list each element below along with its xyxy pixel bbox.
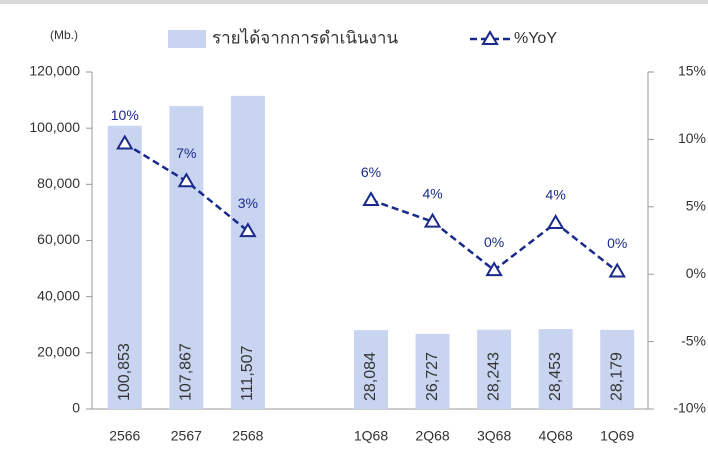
bar-value-label: 28,453 [547, 352, 564, 401]
yoy-marker [546, 213, 565, 229]
x-tick-label: 2568 [232, 428, 263, 444]
bar-value-label: 111,507 [239, 345, 256, 401]
y-tick-label: 60,000 [37, 231, 80, 247]
x-tick-label: 1Q69 [600, 428, 634, 444]
x-tick-label: 4Q68 [539, 428, 573, 444]
bar [107, 125, 142, 410]
bar-value-label: 107,867 [178, 343, 195, 401]
x-tick-label: 1Q68 [354, 428, 388, 444]
y-tick-label: 100,000 [29, 119, 80, 135]
y-tick-label: 80,000 [37, 175, 80, 191]
y2-tick-label: 10% [678, 130, 706, 146]
y-tick-label: 20,000 [37, 344, 80, 360]
bar [169, 106, 204, 409]
bar-value-label: 100,853 [116, 343, 133, 401]
y-tick-label: 120,000 [29, 63, 80, 79]
yoy-value-label: 7% [176, 145, 196, 161]
yoy-value-label: 3% [238, 195, 258, 211]
bar-value-label: 26,727 [424, 352, 441, 401]
legend-label: %YoY [514, 30, 557, 47]
legend-marker [481, 30, 499, 45]
y2-tick-label: -5% [681, 332, 706, 348]
yoy-value-label: 4% [422, 185, 442, 201]
legend-label: รายได้จากการดำเนินงาน [212, 27, 398, 47]
bar [230, 95, 265, 410]
yoy-marker [116, 134, 134, 150]
y2-tick-label: 0% [686, 265, 706, 281]
yoy-marker [177, 172, 196, 188]
unit-label: (Mb.) [50, 28, 78, 42]
bar [538, 329, 573, 409]
bar-value-label: 28,179 [608, 352, 625, 401]
x-tick-label: 2567 [171, 428, 202, 444]
yoy-value-label: 10% [111, 107, 139, 123]
x-tick-label: 2566 [109, 428, 140, 444]
x-tick-label: 2Q68 [415, 428, 449, 444]
bar [600, 329, 635, 409]
y2-tick-label: 15% [678, 63, 706, 79]
yoy-marker [485, 261, 503, 277]
yoy-value-label: 4% [546, 187, 566, 203]
bar [477, 329, 512, 409]
y2-tick-label: 5% [686, 198, 706, 214]
bar-value-label: 28,243 [485, 352, 502, 401]
yoy-value-label: 0% [607, 235, 627, 251]
yoy-marker [423, 212, 442, 228]
y-tick-label: 0 [72, 400, 80, 416]
top-border [0, 0, 708, 4]
yoy-marker [239, 222, 257, 238]
y2-tick-label: -10% [673, 400, 706, 416]
bar [354, 330, 388, 409]
y-tick-label: 40,000 [37, 287, 80, 303]
yoy-marker [362, 191, 380, 207]
bar [415, 333, 450, 409]
yoy-value-label: 0% [484, 234, 504, 250]
yoy-marker [608, 262, 626, 278]
bar-value-label: 28,084 [362, 352, 379, 401]
legend-swatch [168, 30, 206, 48]
yoy-value-label: 6% [361, 164, 381, 180]
x-tick-label: 3Q68 [477, 428, 511, 444]
